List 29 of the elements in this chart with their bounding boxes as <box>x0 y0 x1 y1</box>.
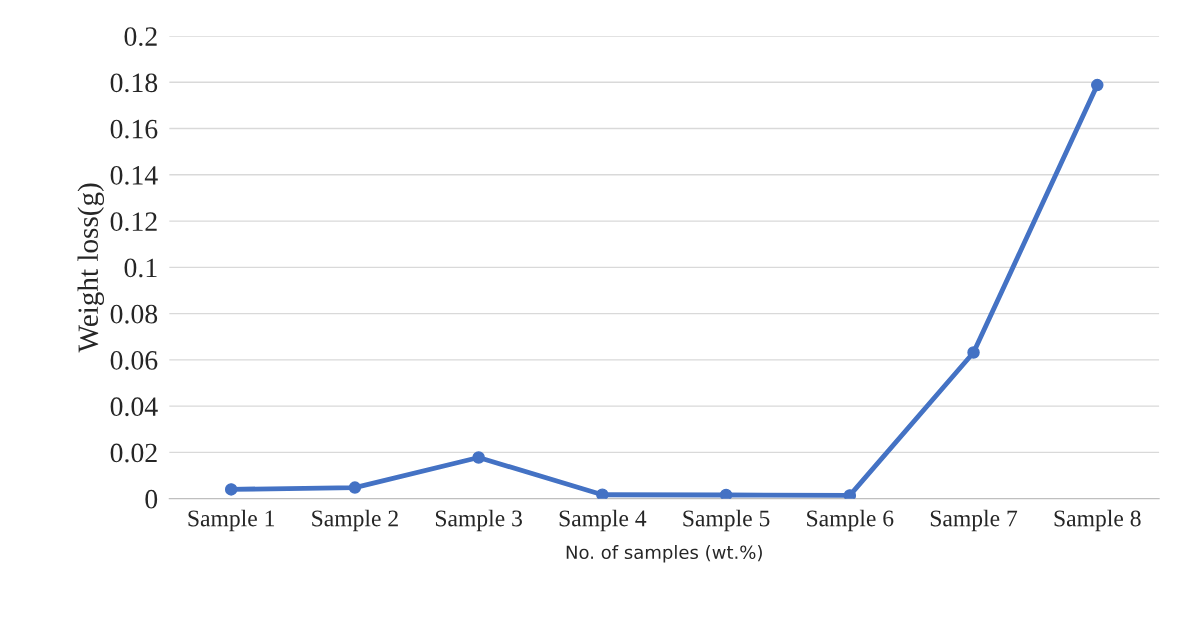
y-tick-label: 0.16 <box>110 119 158 139</box>
y-tick-label: 0.12 <box>110 212 157 232</box>
x-tick-label: Sample 1 <box>188 509 275 532</box>
y-tick-label: 0.08 <box>110 304 158 324</box>
x-tick-label: Sample 5 <box>683 509 770 532</box>
x-axis-title: No. of samples (wt.%) <box>566 545 762 563</box>
y-tick-label: 0.04 <box>110 397 158 417</box>
x-tick-label: Sample 7 <box>930 509 1018 532</box>
y-axis-title: Weight loss(g) <box>77 183 105 353</box>
point <box>224 483 238 496</box>
x-tick-label: Sample 8 <box>1054 509 1141 532</box>
x-tick-label: Sample 2 <box>312 509 398 532</box>
point <box>348 481 362 494</box>
y-tick-label: 0.1 <box>124 258 157 278</box>
x-tick-label: Sample 3 <box>435 509 522 532</box>
y-tick-label: 0.18 <box>110 73 158 93</box>
y-tick-label: 0.2 <box>124 27 157 47</box>
point <box>843 489 857 499</box>
x-tick-label: Sample 6 <box>807 509 894 532</box>
y-tick-label: 0 <box>145 489 158 509</box>
y-tick-label: 0.14 <box>110 165 158 185</box>
y-tick-label: 0.06 <box>110 351 158 370</box>
y-tick-label: 0.02 <box>110 443 157 463</box>
point <box>1091 78 1104 92</box>
point <box>967 346 980 359</box>
point <box>596 488 609 499</box>
point <box>719 488 733 499</box>
x-tick-label: Sample 4 <box>559 509 647 532</box>
point <box>472 451 485 464</box>
